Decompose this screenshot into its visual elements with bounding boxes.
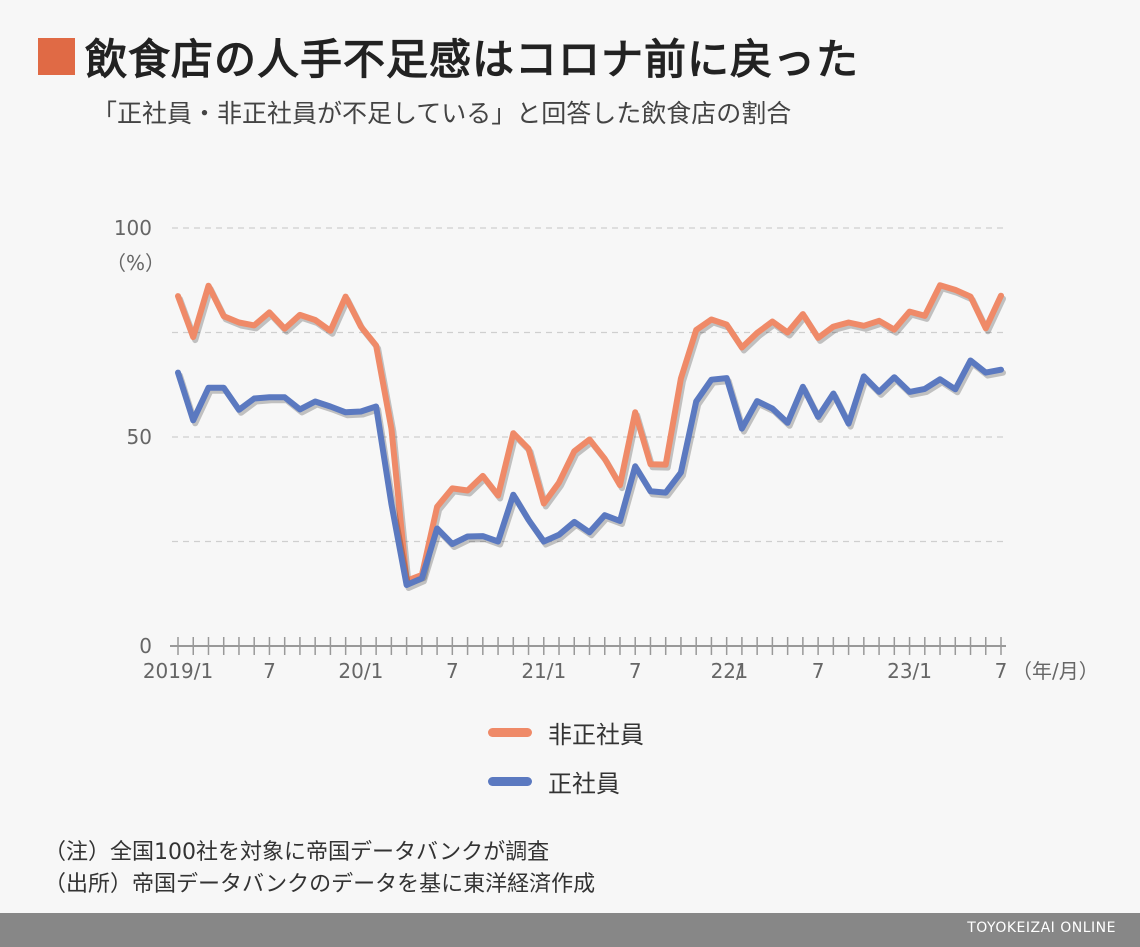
legend-label-hiseishain: 非正社員 xyxy=(548,721,644,749)
x-tick-label: 7 xyxy=(629,659,642,683)
y-tick-label-50: 50 xyxy=(127,425,152,449)
x-tick-label: 2019/1 xyxy=(143,659,213,683)
x-tick-label: 7 xyxy=(446,659,459,683)
x-tick-label: 1 xyxy=(736,659,749,683)
x-tick-label: 7 xyxy=(995,659,1008,683)
x-tick-label: 22/ xyxy=(711,659,743,683)
x-tick-label: 23/1 xyxy=(887,659,932,683)
series-shadow-1 xyxy=(177,360,1006,591)
title-square-icon xyxy=(38,37,75,75)
x-tick-label: 7 xyxy=(812,659,825,683)
note-survey: （注）全国100社を対象に帝国データバンクが調査 xyxy=(44,840,550,865)
y-tick-label-100: 100 xyxy=(114,216,152,240)
title-block: 飲食店の人手不足感はコロナ前に戻った xyxy=(38,22,859,90)
series-line-0 xyxy=(175,282,1004,584)
legend-item-hiseishain: 非正社員 xyxy=(488,715,644,750)
x-tick-label: 21/1 xyxy=(521,659,566,683)
chart-subtitle: 「正社員・非正社員が不足している」と回答した飲食店の割合 xyxy=(92,99,792,128)
x-tick-label: 7 xyxy=(263,659,276,683)
x-tick-label: 20/1 xyxy=(338,659,383,683)
y-axis-label: （%） xyxy=(106,251,165,275)
note-source: （出所）帝国データバンクのデータを基に東洋経済作成 xyxy=(44,872,596,897)
footer-credit: TOYOKEIZAI ONLINE xyxy=(967,920,1116,936)
series-line-1 xyxy=(175,357,1004,588)
chart-title: 飲食店の人手不足感はコロナ前に戻った xyxy=(85,34,860,84)
legend-item-seishain: 正社員 xyxy=(488,764,620,799)
legend-swatch-seishain xyxy=(488,777,532,786)
footer-bar: TOYOKEIZAI ONLINE xyxy=(0,913,1140,947)
x-axis-label: （年/月） xyxy=(1012,659,1099,683)
y-tick-label-0: 0 xyxy=(139,634,152,658)
legend-swatch-hiseishain xyxy=(488,728,532,737)
legend-label-seishain: 正社員 xyxy=(548,770,620,798)
